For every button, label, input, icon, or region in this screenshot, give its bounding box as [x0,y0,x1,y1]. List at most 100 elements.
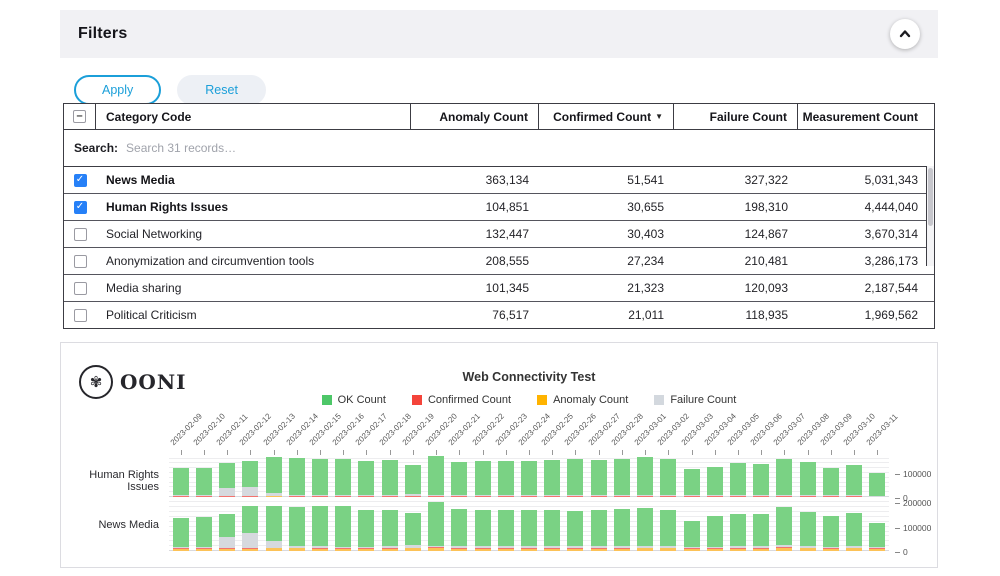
bar-segment-ok[interactable] [242,461,258,487]
bar-segment-failure[interactable] [266,493,282,496]
bar-segment-failure[interactable] [219,488,235,496]
bar-segment-ok[interactable] [800,462,816,495]
bar-segment-ok[interactable] [498,510,514,547]
bar-segment-failure[interactable] [428,546,444,548]
bar-segment-anomaly[interactable] [358,496,374,497]
bar-segment-anomaly[interactable] [335,496,351,497]
bar-segment-ok[interactable] [173,468,189,495]
bar-segment-failure[interactable] [684,547,700,548]
bar-segment-failure[interactable] [730,546,746,547]
table-row[interactable]: ✓News Media363,13451,541327,3225,031,343 [64,167,934,194]
bar-segment-failure[interactable] [823,495,839,496]
bar-segment-ok[interactable] [823,516,839,546]
bar-segment-ok[interactable] [823,468,839,495]
row-checkbox[interactable] [74,282,87,295]
bar-segment-anomaly[interactable] [544,548,560,551]
bar-segment-failure[interactable] [637,495,653,496]
bar-segment-failure[interactable] [544,546,560,547]
column-header-anomaly[interactable]: Anomaly Count [411,104,539,129]
bar-segment-failure[interactable] [358,547,374,548]
bar-segment-ok[interactable] [637,508,653,546]
bar-segment-ok[interactable] [266,506,282,542]
bar-segment-failure[interactable] [196,547,212,548]
bar-segment-failure[interactable] [428,495,444,496]
bar-segment-anomaly[interactable] [591,496,607,497]
bar-segment-failure[interactable] [498,546,514,547]
bar-segment-anomaly[interactable] [451,548,467,551]
bar-segment-ok[interactable] [196,468,212,495]
bar-segment-anomaly[interactable] [173,496,189,497]
bar-segment-failure[interactable] [196,495,212,496]
bar-segment-failure[interactable] [730,495,746,496]
bar-segment-anomaly[interactable] [405,548,421,551]
table-row[interactable]: Anonymization and circumvention tools208… [64,248,934,275]
bar-segment-anomaly[interactable] [660,548,676,551]
bar-segment-anomaly[interactable] [242,496,258,497]
bar-segment-anomaly[interactable] [684,549,700,551]
table-row[interactable]: Social Networking132,44730,403124,8673,6… [64,221,934,248]
bar-segment-ok[interactable] [312,506,328,547]
bar-segment-ok[interactable] [869,473,885,496]
bar-segment-failure[interactable] [358,495,374,496]
bar-segment-ok[interactable] [405,513,421,544]
bar-segment-anomaly[interactable] [312,548,328,551]
bar-segment-failure[interactable] [614,495,630,496]
bar-segment-anomaly[interactable] [266,548,282,551]
bar-segment-ok[interactable] [312,459,328,496]
bar-segment-anomaly[interactable] [475,548,491,551]
bar-segment-failure[interactable] [660,546,676,548]
bar-segment-failure[interactable] [405,494,421,496]
collapse-panel-button[interactable] [890,19,920,49]
bar-segment-anomaly[interactable] [382,496,398,497]
bar-segment-anomaly[interactable] [660,496,676,497]
bar-segment-anomaly[interactable] [707,548,723,551]
bar-segment-failure[interactable] [776,545,792,547]
bar-segment-anomaly[interactable] [219,496,235,497]
bar-segment-failure[interactable] [707,495,723,496]
bar-segment-failure[interactable] [614,546,630,547]
bar-segment-failure[interactable] [173,547,189,548]
bar-segment-failure[interactable] [451,495,467,496]
bar-segment-anomaly[interactable] [869,549,885,551]
bar-segment-failure[interactable] [451,546,467,547]
bar-segment-anomaly[interactable] [614,548,630,551]
bar-segment-ok[interactable] [521,461,537,495]
bar-segment-ok[interactable] [289,458,305,495]
column-header-confirmed[interactable]: Confirmed Count ▼ [539,104,674,129]
bar-segment-anomaly[interactable] [567,496,583,497]
bar-segment-ok[interactable] [591,460,607,495]
bar-segment-anomaly[interactable] [707,496,723,497]
bar-segment-anomaly[interactable] [498,496,514,497]
bar-segment-ok[interactable] [451,462,467,495]
table-scrollbar[interactable] [926,166,934,266]
bar-segment-failure[interactable] [382,546,398,547]
bar-segment-failure[interactable] [660,495,676,496]
bar-segment-anomaly[interactable] [521,496,537,497]
bar-segment-anomaly[interactable] [196,496,212,497]
bar-segment-ok[interactable] [800,512,816,547]
bar-segment-ok[interactable] [382,460,398,495]
row-checkbox[interactable]: ✓ [74,201,87,214]
bar-segment-failure[interactable] [591,495,607,496]
bar-segment-failure[interactable] [335,547,351,548]
bar-segment-failure[interactable] [684,495,700,496]
bar-segment-ok[interactable] [846,513,862,546]
bar-segment-failure[interactable] [498,495,514,496]
bar-segment-ok[interactable] [289,507,305,546]
bar-segment-anomaly[interactable] [800,496,816,497]
apply-button[interactable]: Apply [74,75,161,105]
bar-segment-failure[interactable] [823,547,839,548]
bar-segment-ok[interactable] [567,459,583,495]
column-header-measurement[interactable]: Measurement Count [798,104,928,129]
bar-segment-ok[interactable] [684,521,700,547]
bar-segment-anomaly[interactable] [730,496,746,497]
bar-segment-anomaly[interactable] [266,496,282,497]
bar-segment-anomaly[interactable] [591,548,607,551]
table-row[interactable]: Media sharing101,34521,323120,0932,187,5… [64,275,934,302]
bar-segment-ok[interactable] [567,511,583,547]
bar-segment-failure[interactable] [242,533,258,548]
bar-segment-anomaly[interactable] [846,496,862,497]
bar-segment-ok[interactable] [660,510,676,547]
bar-segment-ok[interactable] [544,510,560,546]
search-input[interactable] [124,140,428,156]
